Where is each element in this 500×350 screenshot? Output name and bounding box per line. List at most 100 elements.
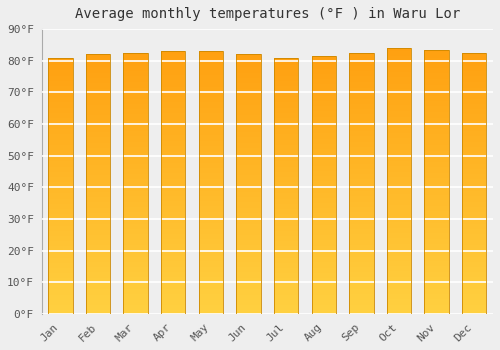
Bar (198, 130, 223, 131)
Bar (274, 250, 298, 251)
Bar (274, 205, 298, 206)
Bar (312, 214, 336, 215)
Bar (274, 259, 298, 260)
Bar (462, 58, 486, 60)
Bar (424, 144, 449, 145)
Bar (48, 92, 72, 93)
Bar (124, 70, 148, 71)
Bar (349, 64, 374, 66)
Bar (424, 282, 449, 284)
Bar (349, 205, 374, 207)
Bar (387, 218, 411, 219)
Bar (387, 150, 411, 152)
Bar (274, 255, 298, 256)
Bar (424, 96, 449, 97)
Bar (236, 144, 260, 145)
Bar (236, 300, 260, 301)
Bar (161, 288, 186, 289)
Bar (387, 156, 411, 157)
Bar (349, 312, 374, 313)
Bar (198, 246, 223, 247)
Bar (274, 263, 298, 264)
Bar (387, 306, 411, 307)
Bar (236, 134, 260, 135)
Bar (424, 253, 449, 254)
Bar (86, 231, 110, 232)
Bar (349, 268, 374, 270)
Bar (424, 60, 449, 62)
Bar (462, 207, 486, 208)
Bar (349, 85, 374, 87)
Bar (312, 152, 336, 153)
Bar (236, 246, 260, 248)
Bar (48, 159, 72, 160)
Bar (387, 177, 411, 178)
Bar (124, 135, 148, 136)
Bar (124, 187, 148, 189)
Bar (124, 113, 148, 114)
Bar (161, 285, 186, 286)
Bar (161, 219, 186, 221)
Bar (236, 252, 260, 253)
Bar (312, 62, 336, 64)
Bar (236, 54, 260, 56)
Bar (86, 106, 110, 107)
Bar (198, 300, 223, 301)
Bar (48, 60, 72, 61)
Bar (124, 228, 148, 229)
Bar (124, 198, 148, 199)
Bar (161, 263, 186, 264)
Bar (161, 268, 186, 270)
Bar (198, 151, 223, 152)
Bar (274, 219, 298, 220)
Bar (312, 75, 336, 77)
Bar (387, 125, 411, 126)
Bar (274, 161, 298, 163)
Bar (236, 196, 260, 197)
Bar (161, 83, 186, 84)
Bar (387, 106, 411, 108)
Bar (236, 127, 260, 128)
Bar (198, 275, 223, 276)
Bar (198, 146, 223, 147)
Bar (462, 160, 486, 161)
Bar (124, 308, 148, 309)
Bar (236, 217, 260, 218)
Bar (387, 194, 411, 196)
Bar (198, 88, 223, 89)
Bar (198, 180, 223, 181)
Bar (424, 236, 449, 237)
Bar (312, 84, 336, 86)
Bar (387, 188, 411, 189)
Bar (274, 304, 298, 305)
Bar (86, 281, 110, 283)
Bar (387, 68, 411, 69)
Bar (274, 131, 298, 132)
Bar (124, 297, 148, 298)
Bar (274, 271, 298, 272)
Bar (462, 151, 486, 152)
Bar (349, 116, 374, 117)
Bar (161, 289, 186, 290)
Bar (424, 186, 449, 187)
Bar (274, 151, 298, 153)
Bar (312, 184, 336, 185)
Bar (124, 159, 148, 160)
Bar (198, 183, 223, 184)
Bar (424, 220, 449, 222)
Bar (161, 84, 186, 85)
Bar (274, 260, 298, 261)
Bar (274, 93, 298, 95)
Bar (274, 190, 298, 191)
Bar (124, 112, 148, 113)
Bar (236, 281, 260, 283)
Bar (424, 249, 449, 251)
Bar (349, 58, 374, 60)
Bar (274, 124, 298, 126)
Bar (198, 172, 223, 174)
Bar (236, 304, 260, 305)
Bar (161, 254, 186, 255)
Bar (424, 302, 449, 303)
Bar (161, 229, 186, 230)
Bar (387, 294, 411, 295)
